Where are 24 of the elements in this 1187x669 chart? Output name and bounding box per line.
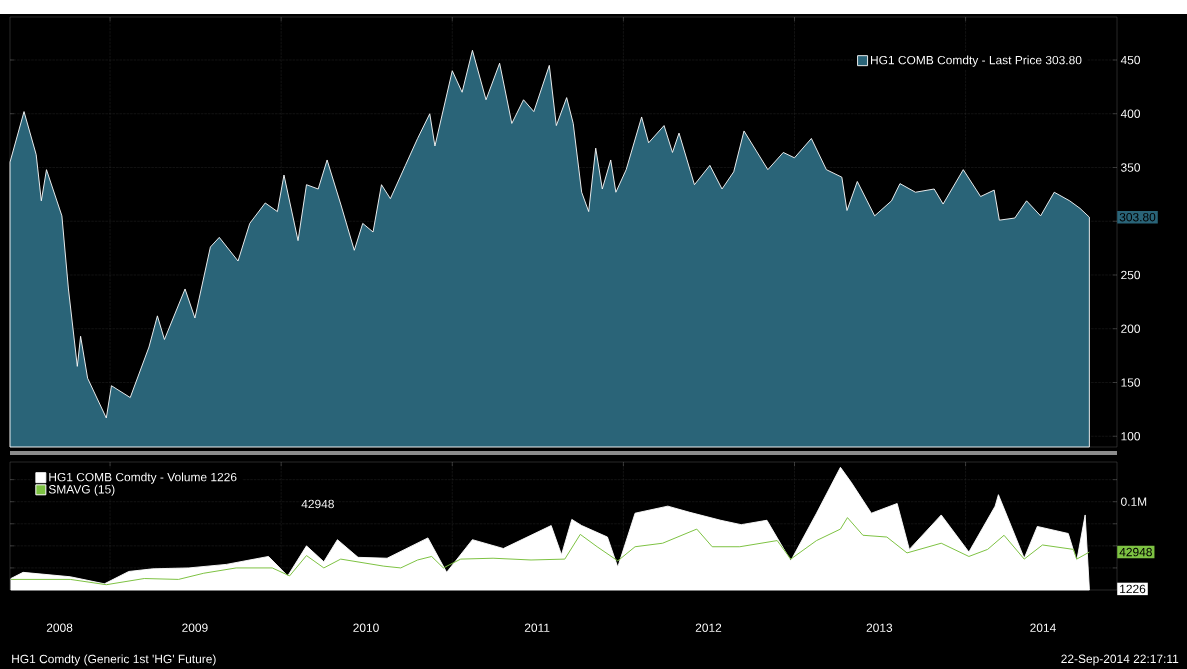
y-tick-label: 200 bbox=[1121, 324, 1141, 333]
legend-label: HG1 COMB Comdty - Volume 1226 bbox=[49, 472, 237, 484]
legend-label: HG1 COMB Comdty - Last Price 303.80 bbox=[871, 55, 1082, 67]
x-tick-label: 2010 bbox=[353, 623, 379, 632]
annotation: 42948 bbox=[301, 499, 334, 509]
x-tick-label: 2009 bbox=[182, 623, 208, 632]
x-tick-label: 2011 bbox=[524, 623, 550, 632]
y-tick-label: 150 bbox=[1121, 378, 1141, 387]
legend-label: SMAVG (15) bbox=[48, 484, 115, 496]
annotation: 1226 bbox=[1120, 584, 1146, 594]
y-tick-label: 0.1M bbox=[1121, 497, 1147, 506]
x-tick-label: 2008 bbox=[46, 623, 73, 632]
x-tick-label: 2013 bbox=[866, 623, 893, 632]
text: HG1 Comdty (Generic 1st 'HG' Future) bbox=[12, 654, 216, 666]
y-tick-label: 100 bbox=[1121, 432, 1141, 441]
x-tick-label: 2012 bbox=[695, 623, 722, 632]
y-tick-label: 400 bbox=[1120, 109, 1141, 118]
y-tick-label: 450 bbox=[1120, 55, 1141, 65]
annotation: 303.80 bbox=[1119, 212, 1156, 222]
y-tick-label: 350 bbox=[1121, 163, 1141, 172]
y-tick-label: 250 bbox=[1121, 270, 1141, 280]
annotation: 42948 bbox=[1119, 547, 1152, 557]
text: 22-Sep-2014 22:17:11 bbox=[1061, 654, 1179, 666]
x-tick-label: 2014 bbox=[1030, 623, 1056, 632]
